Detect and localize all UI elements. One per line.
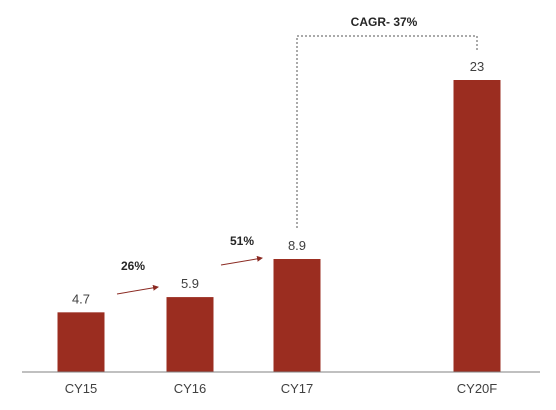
category-label-cy16: CY16 (174, 381, 207, 396)
bar-cy16 (166, 297, 214, 372)
category-label-cy15: CY15 (65, 381, 98, 396)
bar-cy17 (273, 259, 321, 372)
bar-cy15 (57, 312, 105, 372)
cagr-bracket (296, 35, 478, 228)
labels-group: 4.7 CY15 5.9 CY16 8.9 CY17 23 CY20F (65, 59, 498, 396)
growth-arrow-1 (116, 284, 159, 295)
bar-cy20f (453, 80, 501, 372)
annotations-group: 26% 51% CAGR- 37% (116, 15, 478, 295)
cagr-label: CAGR- 37% (351, 15, 418, 29)
growth-label-2: 51% (230, 234, 254, 248)
value-label-cy15: 4.7 (72, 291, 90, 306)
category-label-cy20f: CY20F (457, 381, 498, 396)
bars-group (57, 80, 501, 372)
growth-label-1: 26% (121, 259, 145, 273)
growth-arrow-2 (220, 255, 263, 266)
value-label-cy17: 8.9 (288, 238, 306, 253)
category-label-cy17: CY17 (281, 381, 314, 396)
value-label-cy20f: 23 (470, 59, 484, 74)
value-label-cy16: 5.9 (181, 276, 199, 291)
